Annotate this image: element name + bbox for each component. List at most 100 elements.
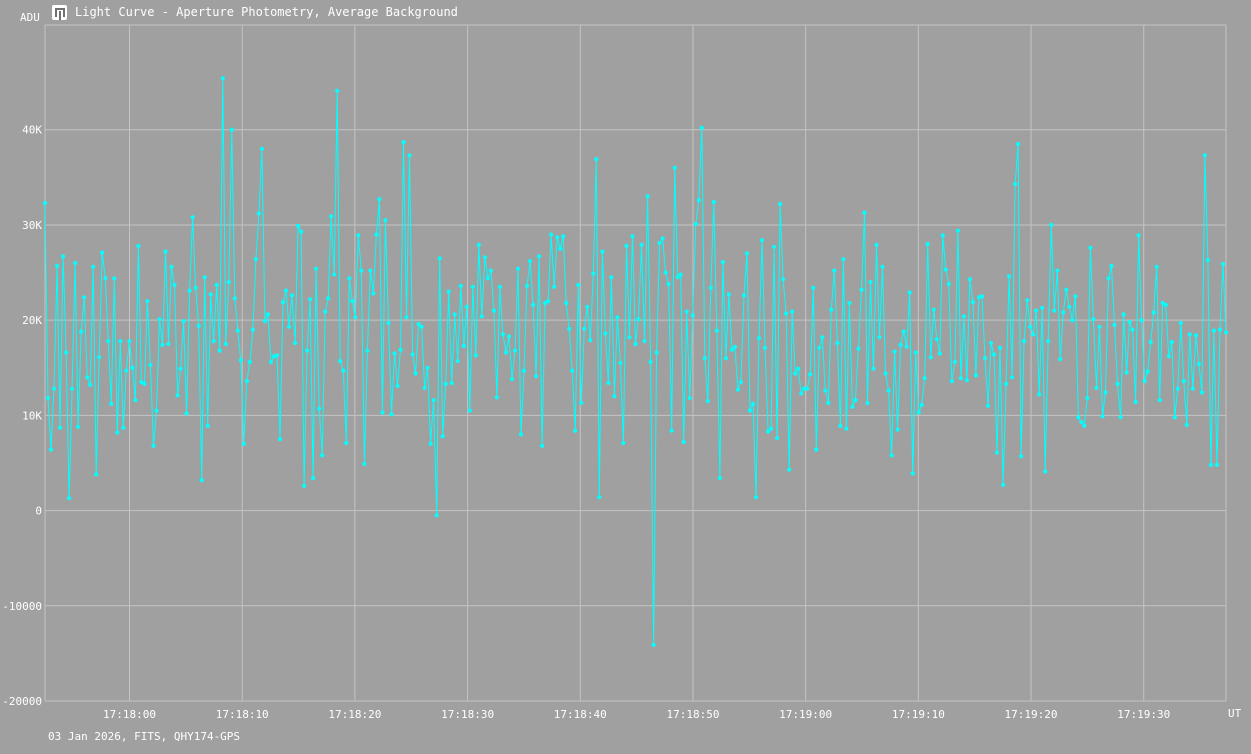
data-point — [311, 476, 316, 481]
data-point — [1184, 422, 1189, 427]
data-point — [663, 270, 668, 275]
x-tick-label: 17:19:20 — [1005, 708, 1058, 721]
y-tick-labels: -20000 -10000 0 10K 20K 30K 40K — [2, 124, 42, 708]
data-point — [681, 439, 686, 445]
data-point — [820, 335, 825, 340]
data-point — [874, 242, 879, 247]
data-point — [1040, 305, 1045, 310]
x-tick-label: 17:19:30 — [1117, 708, 1170, 721]
data-point — [1172, 415, 1177, 420]
data-point — [232, 296, 237, 301]
data-point — [925, 241, 930, 247]
data-point — [606, 380, 611, 386]
footer-info: 03 Jan 2026, FITS, QHY174-GPS — [48, 730, 241, 743]
data-point — [365, 348, 370, 353]
data-point — [741, 293, 747, 298]
light-curve-app-icon[interactable] — [52, 4, 67, 20]
data-point — [687, 396, 692, 401]
x-tick-label: 17:18:00 — [103, 708, 156, 721]
data-point — [67, 496, 72, 501]
data-point — [922, 376, 927, 381]
data-point — [642, 339, 647, 344]
data-point — [778, 201, 783, 207]
data-point — [615, 315, 620, 320]
data-point — [458, 283, 463, 288]
data-point — [1214, 462, 1220, 467]
data-point — [314, 266, 319, 271]
data-point — [964, 378, 970, 383]
data-point — [1169, 340, 1174, 345]
data-point — [934, 337, 939, 342]
y-axis-label: ADU — [20, 11, 40, 24]
data-point — [534, 374, 539, 379]
data-point — [350, 299, 355, 304]
data-point — [907, 290, 912, 295]
data-point — [58, 425, 63, 430]
data-point — [467, 408, 472, 413]
window-title-bar: Light Curve - Aperture Photometry, Avera… — [52, 3, 458, 21]
data-point — [916, 410, 921, 415]
data-point — [796, 366, 801, 371]
data-point — [955, 228, 961, 233]
data-point — [130, 365, 135, 370]
x-tick-label: 17:19:00 — [779, 708, 832, 721]
data-point — [901, 329, 906, 334]
data-point — [55, 263, 60, 268]
data-point — [753, 495, 759, 500]
data-point — [732, 344, 738, 349]
data-point — [347, 276, 352, 281]
data-point — [648, 359, 653, 365]
data-point — [672, 165, 677, 170]
data-point — [744, 251, 750, 256]
data-point — [259, 146, 264, 151]
data-point — [985, 403, 991, 408]
data-point — [1208, 462, 1213, 467]
data-point — [175, 393, 180, 398]
data-point — [428, 441, 433, 446]
data-point — [844, 426, 849, 431]
data-point — [1061, 310, 1066, 315]
data-point — [422, 385, 427, 390]
data-point — [913, 350, 918, 355]
data-point — [1154, 264, 1159, 269]
y-tick-label: -20000 — [2, 695, 42, 708]
x-tick-label: 17:18:40 — [554, 708, 607, 721]
data-point — [515, 266, 521, 271]
data-point — [299, 229, 304, 234]
data-point — [1133, 399, 1138, 405]
data-point — [603, 331, 608, 336]
data-point — [877, 335, 882, 340]
data-point — [247, 359, 252, 365]
data-point — [726, 292, 732, 297]
data-point — [543, 300, 548, 306]
data-point — [1190, 386, 1195, 391]
data-point — [142, 381, 147, 386]
data-point — [919, 402, 924, 407]
data-point — [208, 292, 213, 297]
data-point — [106, 339, 111, 344]
data-point — [979, 294, 985, 299]
chart-axes — [44, 25, 1226, 702]
data-point — [793, 371, 798, 376]
data-point — [524, 283, 530, 288]
data-point — [217, 348, 222, 353]
data-point — [386, 320, 391, 326]
data-point — [1001, 482, 1006, 487]
data-point — [660, 236, 665, 241]
data-point — [497, 284, 502, 289]
data-point — [609, 275, 614, 280]
data-point — [305, 348, 310, 353]
data-point — [91, 264, 96, 269]
data-point — [781, 277, 786, 282]
data-point — [829, 307, 834, 312]
data-point — [416, 321, 421, 327]
data-point — [669, 428, 674, 433]
data-point — [612, 394, 617, 399]
data-point — [850, 404, 855, 409]
data-point — [45, 396, 51, 401]
data-point — [482, 255, 487, 260]
data-point — [163, 249, 168, 254]
data-point — [494, 395, 499, 400]
data-point — [1052, 308, 1057, 313]
data-point — [277, 437, 283, 442]
